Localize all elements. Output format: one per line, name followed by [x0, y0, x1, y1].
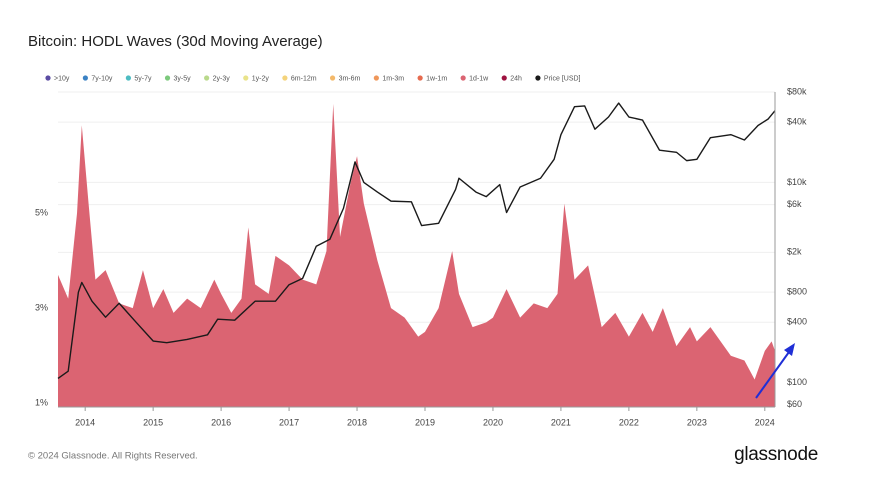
legend-label: Price [USD] [544, 75, 581, 82]
y2-tick-label: $60 [787, 399, 802, 409]
logo: glassnode [734, 444, 818, 465]
x-tick-label: 2021 [551, 417, 571, 427]
y2-tick-label: $80k [787, 86, 807, 96]
legend-marker [45, 75, 51, 81]
y2-tick-label: $100 [787, 377, 807, 387]
copyright: © 2024 Glassnode. All Rights Reserved. [28, 451, 198, 462]
legend-marker [204, 75, 210, 81]
legend-marker [243, 75, 249, 81]
legend-marker [282, 75, 288, 81]
axes: $60 $100 $400 $800 $2k $6k $10k $40k $80k 1% 3% 5% 2… [35, 75, 807, 427]
plot-area [57, 102, 776, 407]
area [58, 103, 775, 407]
x-tick-label: 2019 [415, 417, 435, 427]
legend-marker [417, 75, 423, 81]
x-tick-label: 2022 [619, 417, 639, 427]
y2-tick-label: $40k [787, 117, 807, 127]
legend-label: 1w-1m [426, 75, 447, 82]
x-tick-label: 2018 [347, 417, 367, 427]
y2-tick-label: $2k [787, 247, 802, 257]
x-tick-label: 2015 [143, 417, 163, 427]
legend-marker [164, 75, 171, 81]
legend-label: 2y-3y [213, 75, 231, 82]
y2-tick-label: $400 [787, 317, 807, 327]
y2-tick-label: $800 [787, 287, 807, 297]
legend-label: 1d-1w [469, 75, 489, 82]
legend-marker [125, 75, 131, 81]
legend-marker [329, 75, 336, 81]
y2-tick-label: $6k [787, 199, 802, 209]
legend-label: 24h [510, 75, 522, 82]
y-tick-label: 5% [35, 208, 48, 218]
y2-tick-label: $10k [787, 177, 807, 187]
legend-label: 7y-10y [91, 75, 113, 82]
legend-label: 1y-2y [252, 75, 270, 82]
x-tick-label: 2017 [279, 417, 299, 427]
legend-label: 6m-12m [291, 75, 317, 82]
x-tick-label: 2020 [483, 417, 503, 427]
legend-marker [460, 75, 466, 81]
y-tick-label: 3% [35, 303, 48, 313]
legend-marker [535, 75, 541, 81]
x-tick-label: 2014 [75, 417, 95, 427]
legend-label: 3y-5y [174, 75, 192, 82]
legend-label: >10y [54, 75, 70, 82]
legend-marker [373, 75, 379, 81]
chart-title: Bitcoin: HODL Waves (30d Moving Average) [28, 33, 323, 50]
x-tick-label: 2016 [211, 417, 231, 427]
x-tick-label: 2024 [755, 417, 775, 427]
legend-label: 3m-6m [339, 75, 361, 82]
x-tick-label: 2023 [687, 417, 707, 427]
legend-marker [501, 75, 507, 81]
legend-label: 1m-3m [382, 75, 404, 82]
annotation-arrow [755, 343, 795, 399]
y-tick-label: 1% [35, 398, 48, 408]
legend-label: 5y-7y [134, 75, 152, 82]
price-line [57, 102, 776, 379]
legend-marker [82, 75, 88, 81]
